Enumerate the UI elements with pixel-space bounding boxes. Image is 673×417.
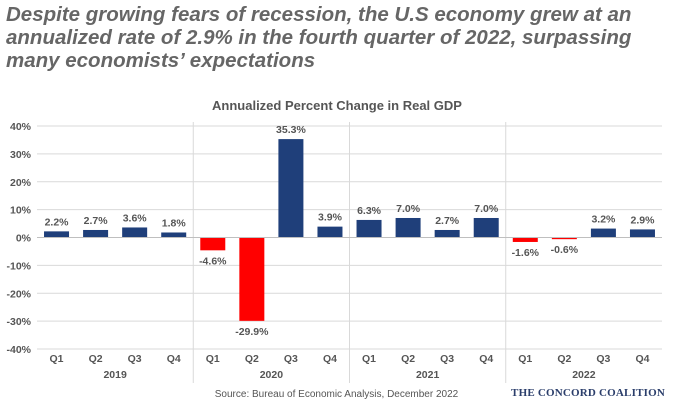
year-label: 2021 [416,369,440,381]
y-tick-label: -10% [6,260,31,272]
x-tick-label: Q2 [557,353,571,365]
x-tick-label: Q3 [596,353,610,365]
data-label: -29.9% [235,326,269,338]
year-label: 2019 [103,369,127,381]
x-tick-label: Q2 [89,353,103,365]
chart-title: Annualized Percent Change in Real GDP [212,98,462,113]
x-tick-label: Q3 [128,353,142,365]
bar [317,226,343,238]
y-tick-label: 20% [10,177,32,189]
y-tick-label: 40% [10,121,32,133]
x-tick-label: Q2 [245,353,259,365]
bar [278,139,304,238]
brand-logo-text: THE CONCORD COALITION [511,387,665,399]
bar [83,229,109,238]
bar [629,229,655,238]
data-label: 3.6% [123,212,148,224]
x-tick-label: Q1 [50,353,64,365]
x-tick-label: Q4 [167,353,181,365]
y-tick-label: 30% [10,149,32,161]
x-tick-label: Q3 [440,353,454,365]
data-label: 2.2% [45,216,70,228]
data-label: 3.9% [318,212,343,224]
bar [551,237,577,240]
data-label: 7.0% [474,203,499,215]
headline: Despite growing fears of recession, the … [6,3,632,72]
bar [590,228,616,238]
bar [200,237,226,251]
y-tick-label: 0% [16,233,32,245]
bar [161,232,187,238]
y-tick-label: -30% [6,316,31,328]
x-tick-label: Q4 [323,353,337,365]
data-label: 7.0% [396,203,421,215]
data-label: 2.9% [631,214,656,226]
y-tick-label: -20% [6,288,31,300]
bar [122,227,148,238]
source-note: Source: Bureau of Economic Analysis, Dec… [214,389,459,400]
x-tick-label: Q3 [284,353,298,365]
x-tick-label: Q2 [401,353,415,365]
year-label: 2020 [260,369,284,381]
x-tick-label: Q1 [362,353,376,365]
data-label: 3.2% [591,214,616,226]
y-tick-label: -40% [6,344,31,356]
data-label: 2.7% [84,215,109,227]
data-label: -1.6% [512,247,540,259]
x-tick-label: Q1 [518,353,532,365]
data-label: 6.3% [357,205,382,217]
data-label: -4.6% [199,255,227,267]
bar [44,231,70,238]
data-label: -0.6% [551,244,579,256]
bar [434,229,460,238]
bar [395,217,421,238]
bar [473,217,499,238]
data-label: 2.7% [435,215,460,227]
x-tick-label: Q4 [635,353,649,365]
bar [356,219,382,238]
data-label: 1.8% [162,217,187,229]
data-label: 35.3% [276,124,306,136]
y-tick-label: 10% [10,205,32,217]
x-tick-label: Q1 [206,353,220,365]
bar [512,237,538,242]
x-tick-label: Q4 [479,353,493,365]
year-label: 2022 [572,369,596,381]
bar [239,237,265,321]
